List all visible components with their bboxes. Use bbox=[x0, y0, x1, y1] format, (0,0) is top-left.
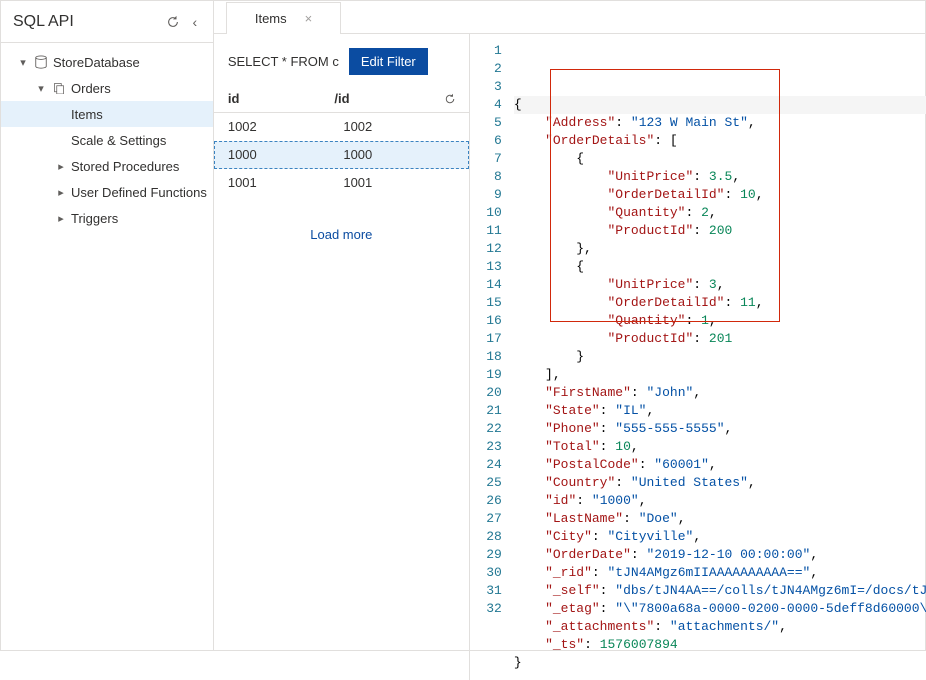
tab-label: Items bbox=[255, 11, 287, 26]
caret-down-icon: ▾ bbox=[35, 82, 47, 95]
cell-id: 1002 bbox=[228, 119, 344, 134]
cell-id: 1000 bbox=[228, 147, 344, 162]
table-row[interactable]: 10001000 bbox=[214, 141, 469, 169]
resource-tree: ▾ StoreDatabase ▾ Orders Items Scale & Se… bbox=[1, 43, 213, 237]
tree-label: Stored Procedures bbox=[71, 159, 179, 174]
database-icon bbox=[33, 55, 49, 69]
tree-label: User Defined Functions bbox=[71, 185, 207, 200]
tree-label: Scale & Settings bbox=[71, 133, 166, 148]
tree-label: Orders bbox=[71, 81, 111, 96]
grid-header: id /id bbox=[214, 85, 469, 113]
cell-partition: 1001 bbox=[343, 175, 459, 190]
editor-code[interactable]: { "Address": "123 W Main St", "OrderDeta… bbox=[510, 34, 926, 680]
tree-database[interactable]: ▾ StoreDatabase bbox=[1, 49, 213, 75]
collection-icon bbox=[51, 82, 67, 94]
refresh-icon[interactable] bbox=[165, 14, 181, 30]
cell-partition: 1002 bbox=[343, 119, 459, 134]
collapse-icon[interactable]: ‹ bbox=[187, 14, 203, 30]
table-row[interactable]: 10011001 bbox=[214, 169, 469, 197]
tab-items[interactable]: Items × bbox=[226, 2, 341, 34]
caret-right-icon: ▸ bbox=[55, 212, 67, 225]
table-row[interactable]: 10021002 bbox=[214, 113, 469, 141]
cell-partition: 1000 bbox=[343, 147, 459, 162]
tree-item[interactable]: ▸ Stored Procedures bbox=[1, 153, 213, 179]
sidebar: SQL API ‹ ▾ StoreDatabase ▾ bbox=[1, 1, 214, 650]
editor-gutter: 1234567891011121314151617181920212223242… bbox=[470, 34, 510, 680]
caret-right-icon: ▸ bbox=[55, 186, 67, 199]
tree-label: StoreDatabase bbox=[53, 55, 140, 70]
tree-label: Triggers bbox=[71, 211, 118, 226]
grid-header-id[interactable]: id bbox=[228, 91, 335, 106]
caret-down-icon: ▾ bbox=[17, 56, 29, 69]
json-editor[interactable]: 1234567891011121314151617181920212223242… bbox=[470, 34, 926, 680]
sidebar-title: SQL API bbox=[13, 13, 74, 31]
tree-collection[interactable]: ▾ Orders bbox=[1, 75, 213, 101]
query-text: SELECT * FROM c bbox=[228, 54, 339, 69]
main-pane: Items × SELECT * FROM c Edit Filter id /… bbox=[214, 1, 926, 650]
load-more-link[interactable]: Load more bbox=[214, 197, 469, 272]
grid-header-partition[interactable]: /id bbox=[334, 91, 441, 106]
tree-item[interactable]: Items bbox=[1, 101, 213, 127]
tree-item[interactable]: ▸ User Defined Functions bbox=[1, 179, 213, 205]
edit-filter-button[interactable]: Edit Filter bbox=[349, 48, 428, 75]
tree-item[interactable]: Scale & Settings bbox=[1, 127, 213, 153]
refresh-icon[interactable] bbox=[441, 93, 459, 105]
sidebar-header: SQL API ‹ bbox=[1, 1, 213, 43]
close-icon[interactable]: × bbox=[305, 11, 313, 26]
tree-item[interactable]: ▸ Triggers bbox=[1, 205, 213, 231]
tab-bar: Items × bbox=[214, 1, 926, 34]
caret-right-icon: ▸ bbox=[55, 160, 67, 173]
tree-label: Items bbox=[71, 107, 103, 122]
cell-id: 1001 bbox=[228, 175, 344, 190]
query-pane: SELECT * FROM c Edit Filter id /id 10021… bbox=[214, 34, 470, 680]
